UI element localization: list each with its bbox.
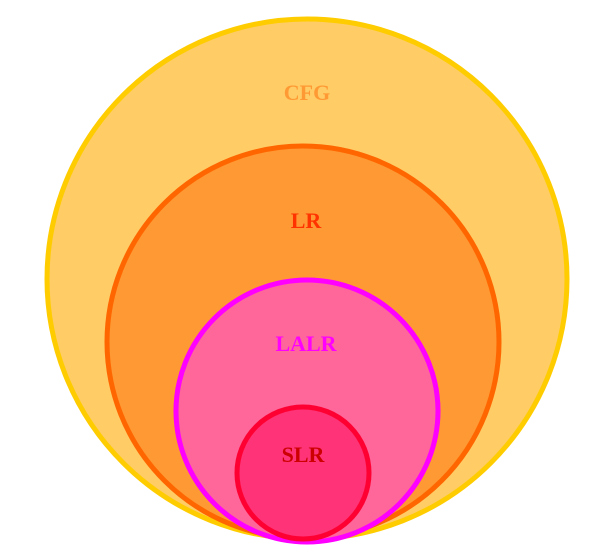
set-slr-circle [234, 404, 372, 542]
set-lr-label: LR [291, 208, 323, 233]
set-cfg-label: CFG [284, 80, 330, 105]
set-slr: SLR [234, 404, 372, 542]
set-lalr-label: LALR [275, 331, 337, 356]
set-slr-label: SLR [282, 442, 326, 467]
